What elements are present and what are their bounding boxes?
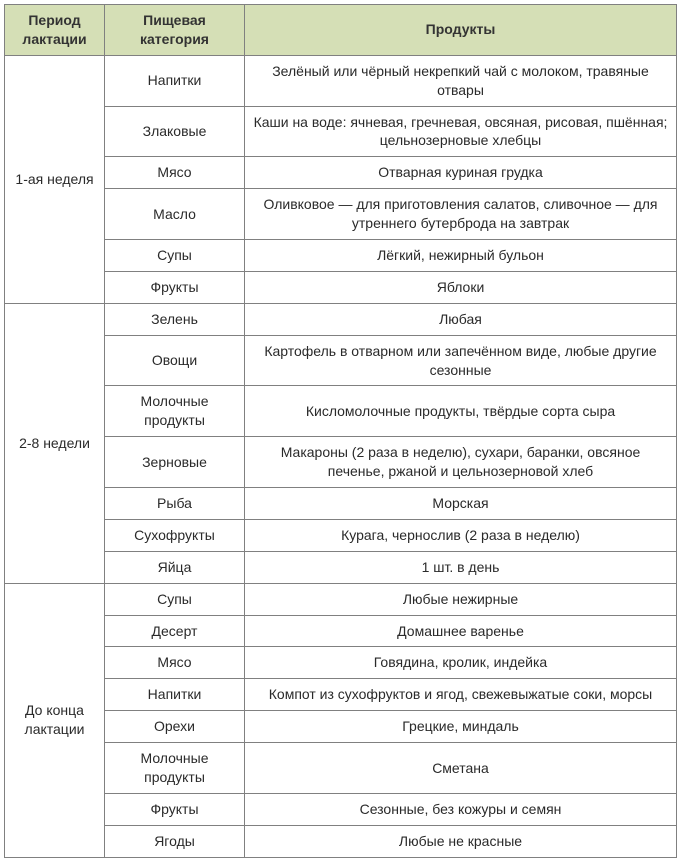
table-row: ДесертДомашнее варенье xyxy=(5,615,677,647)
category-cell: Яйца xyxy=(105,551,245,583)
category-cell: Мясо xyxy=(105,647,245,679)
category-cell: Мясо xyxy=(105,157,245,189)
table-row: До конца лактацииСупыЛюбые нежирные xyxy=(5,583,677,615)
table-row: 2-8 неделиЗеленьЛюбая xyxy=(5,303,677,335)
table-row: Молочные продуктыСметана xyxy=(5,743,677,794)
products-cell: Лёгкий, нежирный бульон xyxy=(245,240,677,272)
period-cell: 1-ая неделя xyxy=(5,55,105,303)
products-cell: Сезонные, без кожуры и семян xyxy=(245,793,677,825)
table-row: СупыЛёгкий, нежирный бульон xyxy=(5,240,677,272)
table-row: Молочные продуктыКисломолочные продукты,… xyxy=(5,386,677,437)
category-cell: Масло xyxy=(105,189,245,240)
period-cell: 2-8 недели xyxy=(5,303,105,583)
table-row: ЗерновыеМакароны (2 раза в неделю), суха… xyxy=(5,437,677,488)
category-cell: Молочные продукты xyxy=(105,743,245,794)
products-cell: Грецкие, миндаль xyxy=(245,711,677,743)
category-cell: Овощи xyxy=(105,335,245,386)
table-row: МясоГовядина, кролик, индейка xyxy=(5,647,677,679)
products-cell: Яблоки xyxy=(245,271,677,303)
products-cell: Макароны (2 раза в неделю), сухари, бара… xyxy=(245,437,677,488)
category-cell: Супы xyxy=(105,583,245,615)
products-cell: Картофель в отварном или запечённом виде… xyxy=(245,335,677,386)
table-row: Яйца1 шт. в день xyxy=(5,551,677,583)
table-row: МаслоОливковое — для приготовления салат… xyxy=(5,189,677,240)
products-cell: 1 шт. в день xyxy=(245,551,677,583)
products-cell: Каши на воде: ячневая, гречневая, овсяна… xyxy=(245,106,677,157)
category-cell: Супы xyxy=(105,240,245,272)
table-row: ОвощиКартофель в отварном или запечённом… xyxy=(5,335,677,386)
table-row: РыбаМорская xyxy=(5,488,677,520)
category-cell: Зелень xyxy=(105,303,245,335)
table-row: МясоОтварная куриная грудка xyxy=(5,157,677,189)
products-cell: Морская xyxy=(245,488,677,520)
category-cell: Фрукты xyxy=(105,271,245,303)
period-cell: До конца лактации xyxy=(5,583,105,857)
table-row: ЗлаковыеКаши на воде: ячневая, гречневая… xyxy=(5,106,677,157)
table-row: ОрехиГрецкие, миндаль xyxy=(5,711,677,743)
products-cell: Любая xyxy=(245,303,677,335)
table-body: 1-ая неделяНапиткиЗелёный или чёрный нек… xyxy=(5,55,677,857)
products-cell: Домашнее варенье xyxy=(245,615,677,647)
products-cell: Компот из сухофруктов и ягод, свежевыжат… xyxy=(245,679,677,711)
table-row: ФруктыЯблоки xyxy=(5,271,677,303)
category-cell: Рыба xyxy=(105,488,245,520)
table-row: СухофруктыКурага, чернослив (2 раза в не… xyxy=(5,519,677,551)
products-cell: Сметана xyxy=(245,743,677,794)
table-row: ЯгодыЛюбые не красные xyxy=(5,825,677,857)
lactation-diet-table: Период лактации Пищевая категория Продук… xyxy=(4,4,677,858)
category-cell: Ягоды xyxy=(105,825,245,857)
category-cell: Десерт xyxy=(105,615,245,647)
category-cell: Злаковые xyxy=(105,106,245,157)
products-cell: Говядина, кролик, индейка xyxy=(245,647,677,679)
category-cell: Напитки xyxy=(105,679,245,711)
products-cell: Зелёный или чёрный некрепкий чай с молок… xyxy=(245,55,677,106)
products-cell: Любые не красные xyxy=(245,825,677,857)
category-cell: Фрукты xyxy=(105,793,245,825)
table-header-row: Период лактации Пищевая категория Продук… xyxy=(5,5,677,56)
header-category: Пищевая категория xyxy=(105,5,245,56)
products-cell: Отварная куриная грудка xyxy=(245,157,677,189)
category-cell: Молочные продукты xyxy=(105,386,245,437)
table-row: НапиткиКомпот из сухофруктов и ягод, све… xyxy=(5,679,677,711)
products-cell: Кисломолочные продукты, твёрдые сорта сы… xyxy=(245,386,677,437)
header-period: Период лактации xyxy=(5,5,105,56)
category-cell: Зерновые xyxy=(105,437,245,488)
category-cell: Напитки xyxy=(105,55,245,106)
products-cell: Курага, чернослив (2 раза в неделю) xyxy=(245,519,677,551)
header-products: Продукты xyxy=(245,5,677,56)
category-cell: Орехи xyxy=(105,711,245,743)
table-row: 1-ая неделяНапиткиЗелёный или чёрный нек… xyxy=(5,55,677,106)
category-cell: Сухофрукты xyxy=(105,519,245,551)
products-cell: Оливковое — для приготовления салатов, с… xyxy=(245,189,677,240)
table-row: ФруктыСезонные, без кожуры и семян xyxy=(5,793,677,825)
products-cell: Любые нежирные xyxy=(245,583,677,615)
